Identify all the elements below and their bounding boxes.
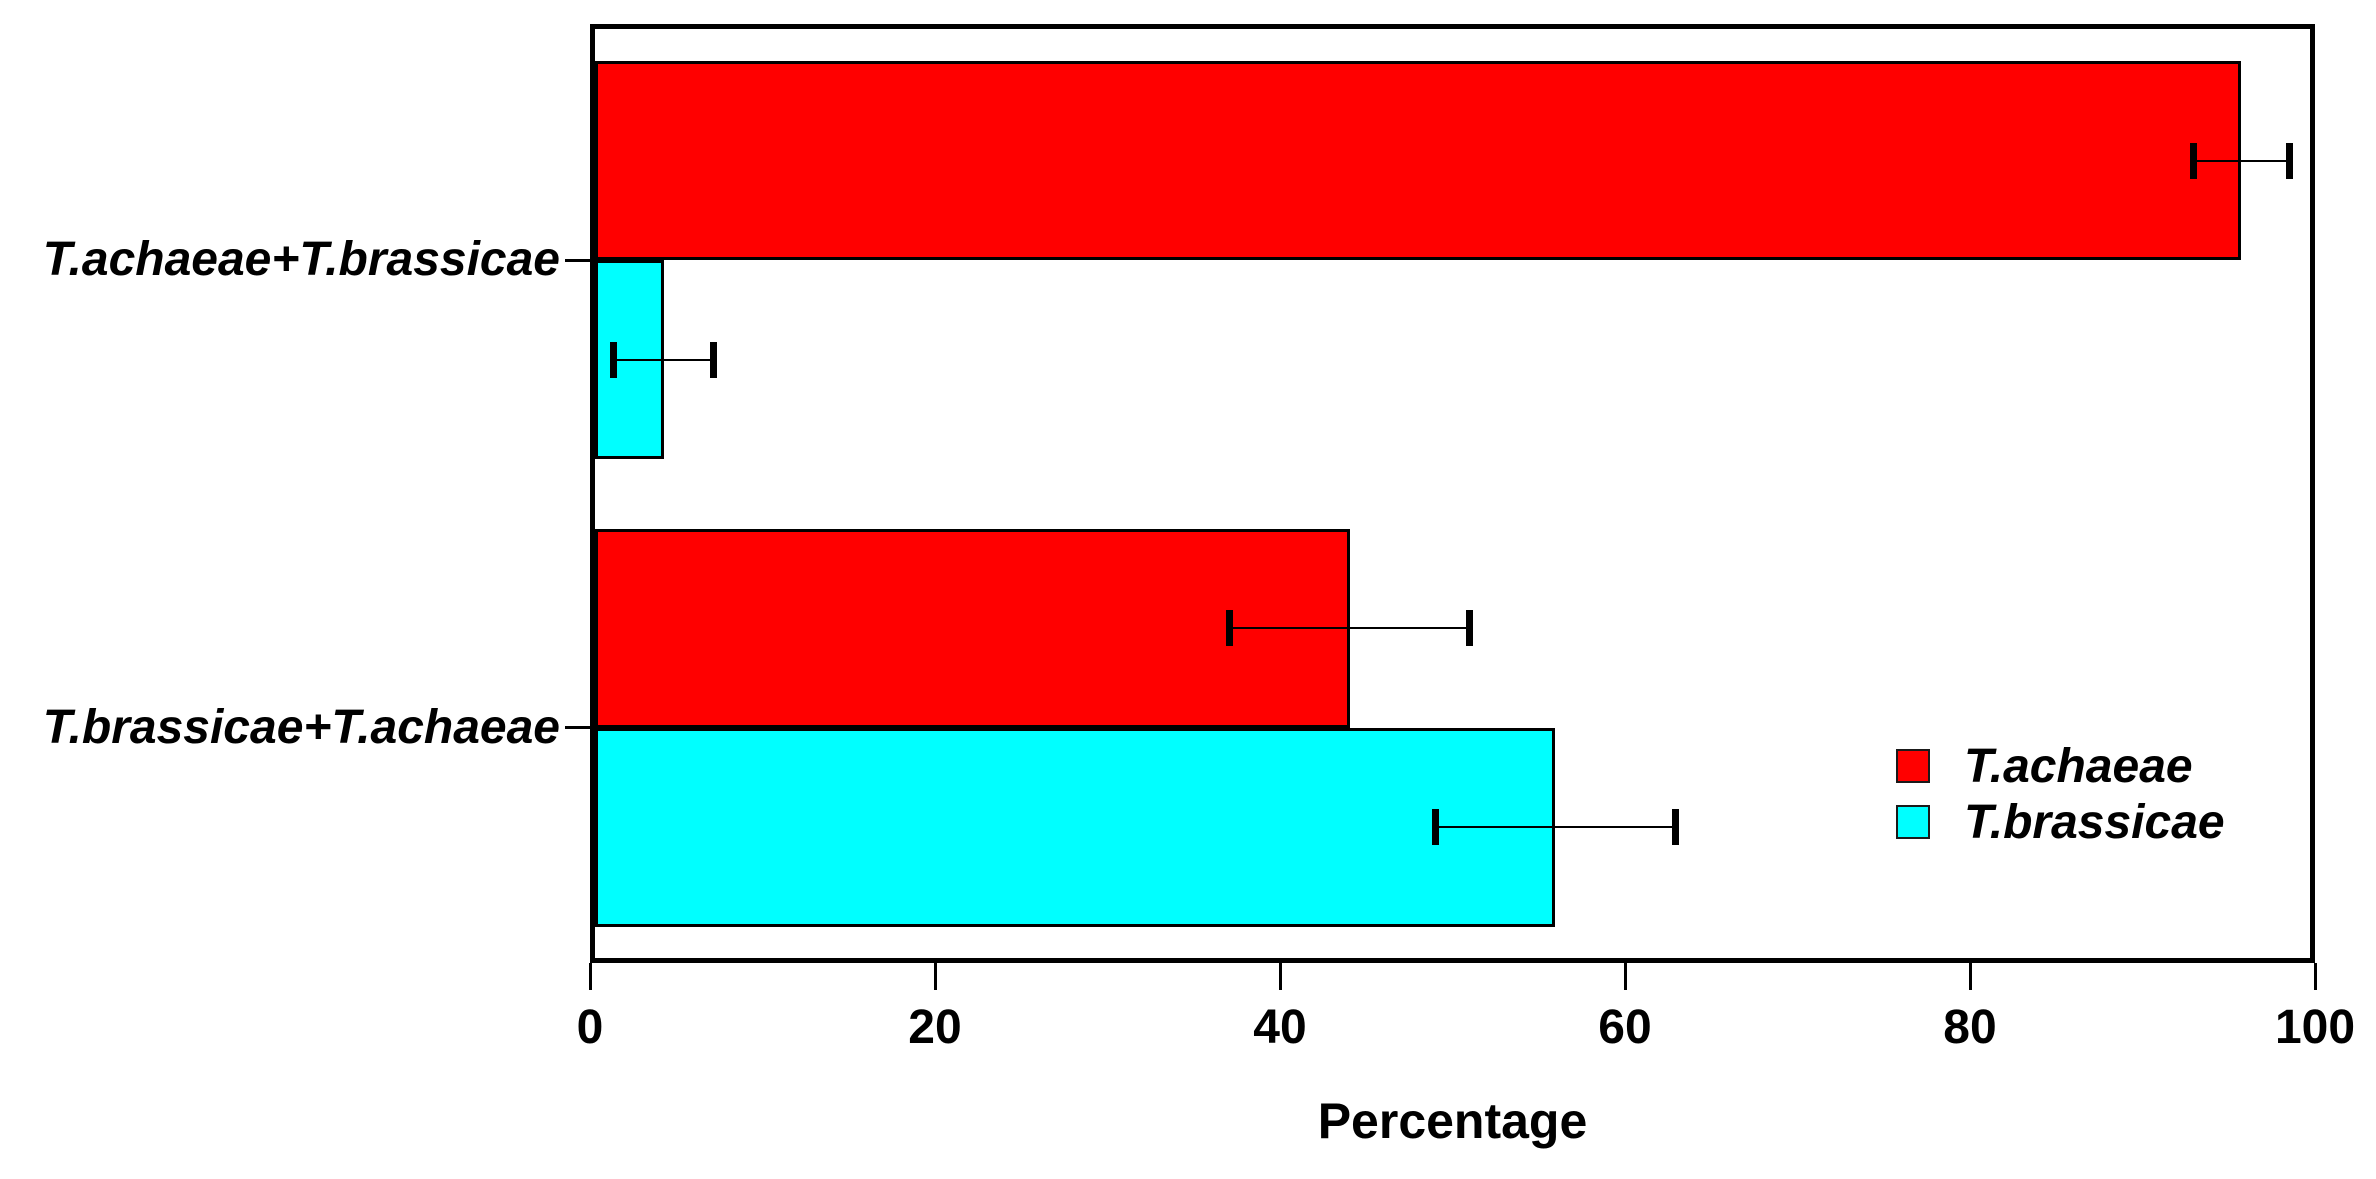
x-axis-title: Percentage [1317,1093,1588,1149]
x-tick-label-100: 100 [2274,1001,2356,1054]
error-bar-t-achaeae-group1 [2193,159,2290,162]
y-tick-group2 [565,726,590,730]
x-tick-100 [2313,963,2317,990]
legend-item-t-brassicae: T.brassicae [1896,794,2225,850]
x-tick-label-0: 0 [576,1001,604,1054]
legend-swatch-red-icon [1896,749,1930,783]
error-cap-high-t-brassicae-group2 [1671,809,1679,846]
legend-label: T.achaeae [1964,739,2193,793]
x-tick-80 [1968,963,1972,990]
error-cap-high-t-achaeae-group2 [1466,610,1474,647]
x-tick-label-40: 40 [1253,1001,1307,1054]
plot-area [590,24,2315,963]
legend: T.achaeae T.brassicae [1896,738,2225,850]
legend-label: T.brassicae [1964,795,2225,849]
error-bar-t-achaeae-group2 [1229,627,1470,630]
bar-t-brassicae-group2 [595,727,1556,927]
error-cap-high-t-brassicae-group1 [709,341,717,378]
legend-swatch-cyan-icon [1896,805,1930,839]
error-cap-low-t-achaeae-group1 [2189,142,2197,179]
x-tick-label-20: 20 [908,1001,962,1054]
error-bar-t-brassicae-group2 [1435,826,1676,829]
x-tick-20 [933,963,937,990]
x-tick-40 [1278,963,1282,990]
error-cap-low-t-brassicae-group2 [1431,809,1439,846]
x-tick-label-80: 80 [1943,1001,1997,1054]
category-label-top: T.achaeae+T.brassicae [42,233,560,286]
category-label-bottom: T.brassicae+T.achaeae [42,701,560,754]
error-cap-low-t-brassicae-group1 [610,341,618,378]
x-tick-60 [1623,963,1627,990]
bar-t-achaeae-group1 [595,61,2242,261]
legend-item-t-achaeae: T.achaeae [1896,738,2225,794]
x-tick-label-60: 60 [1598,1001,1652,1054]
x-tick-0 [588,963,592,990]
error-cap-low-t-achaeae-group2 [1226,610,1234,647]
bar-t-achaeae-group2 [595,528,1350,728]
y-tick-group1 [565,258,590,262]
error-bar-t-brassicae-group1 [613,358,714,361]
error-cap-high-t-achaeae-group1 [2285,142,2293,179]
